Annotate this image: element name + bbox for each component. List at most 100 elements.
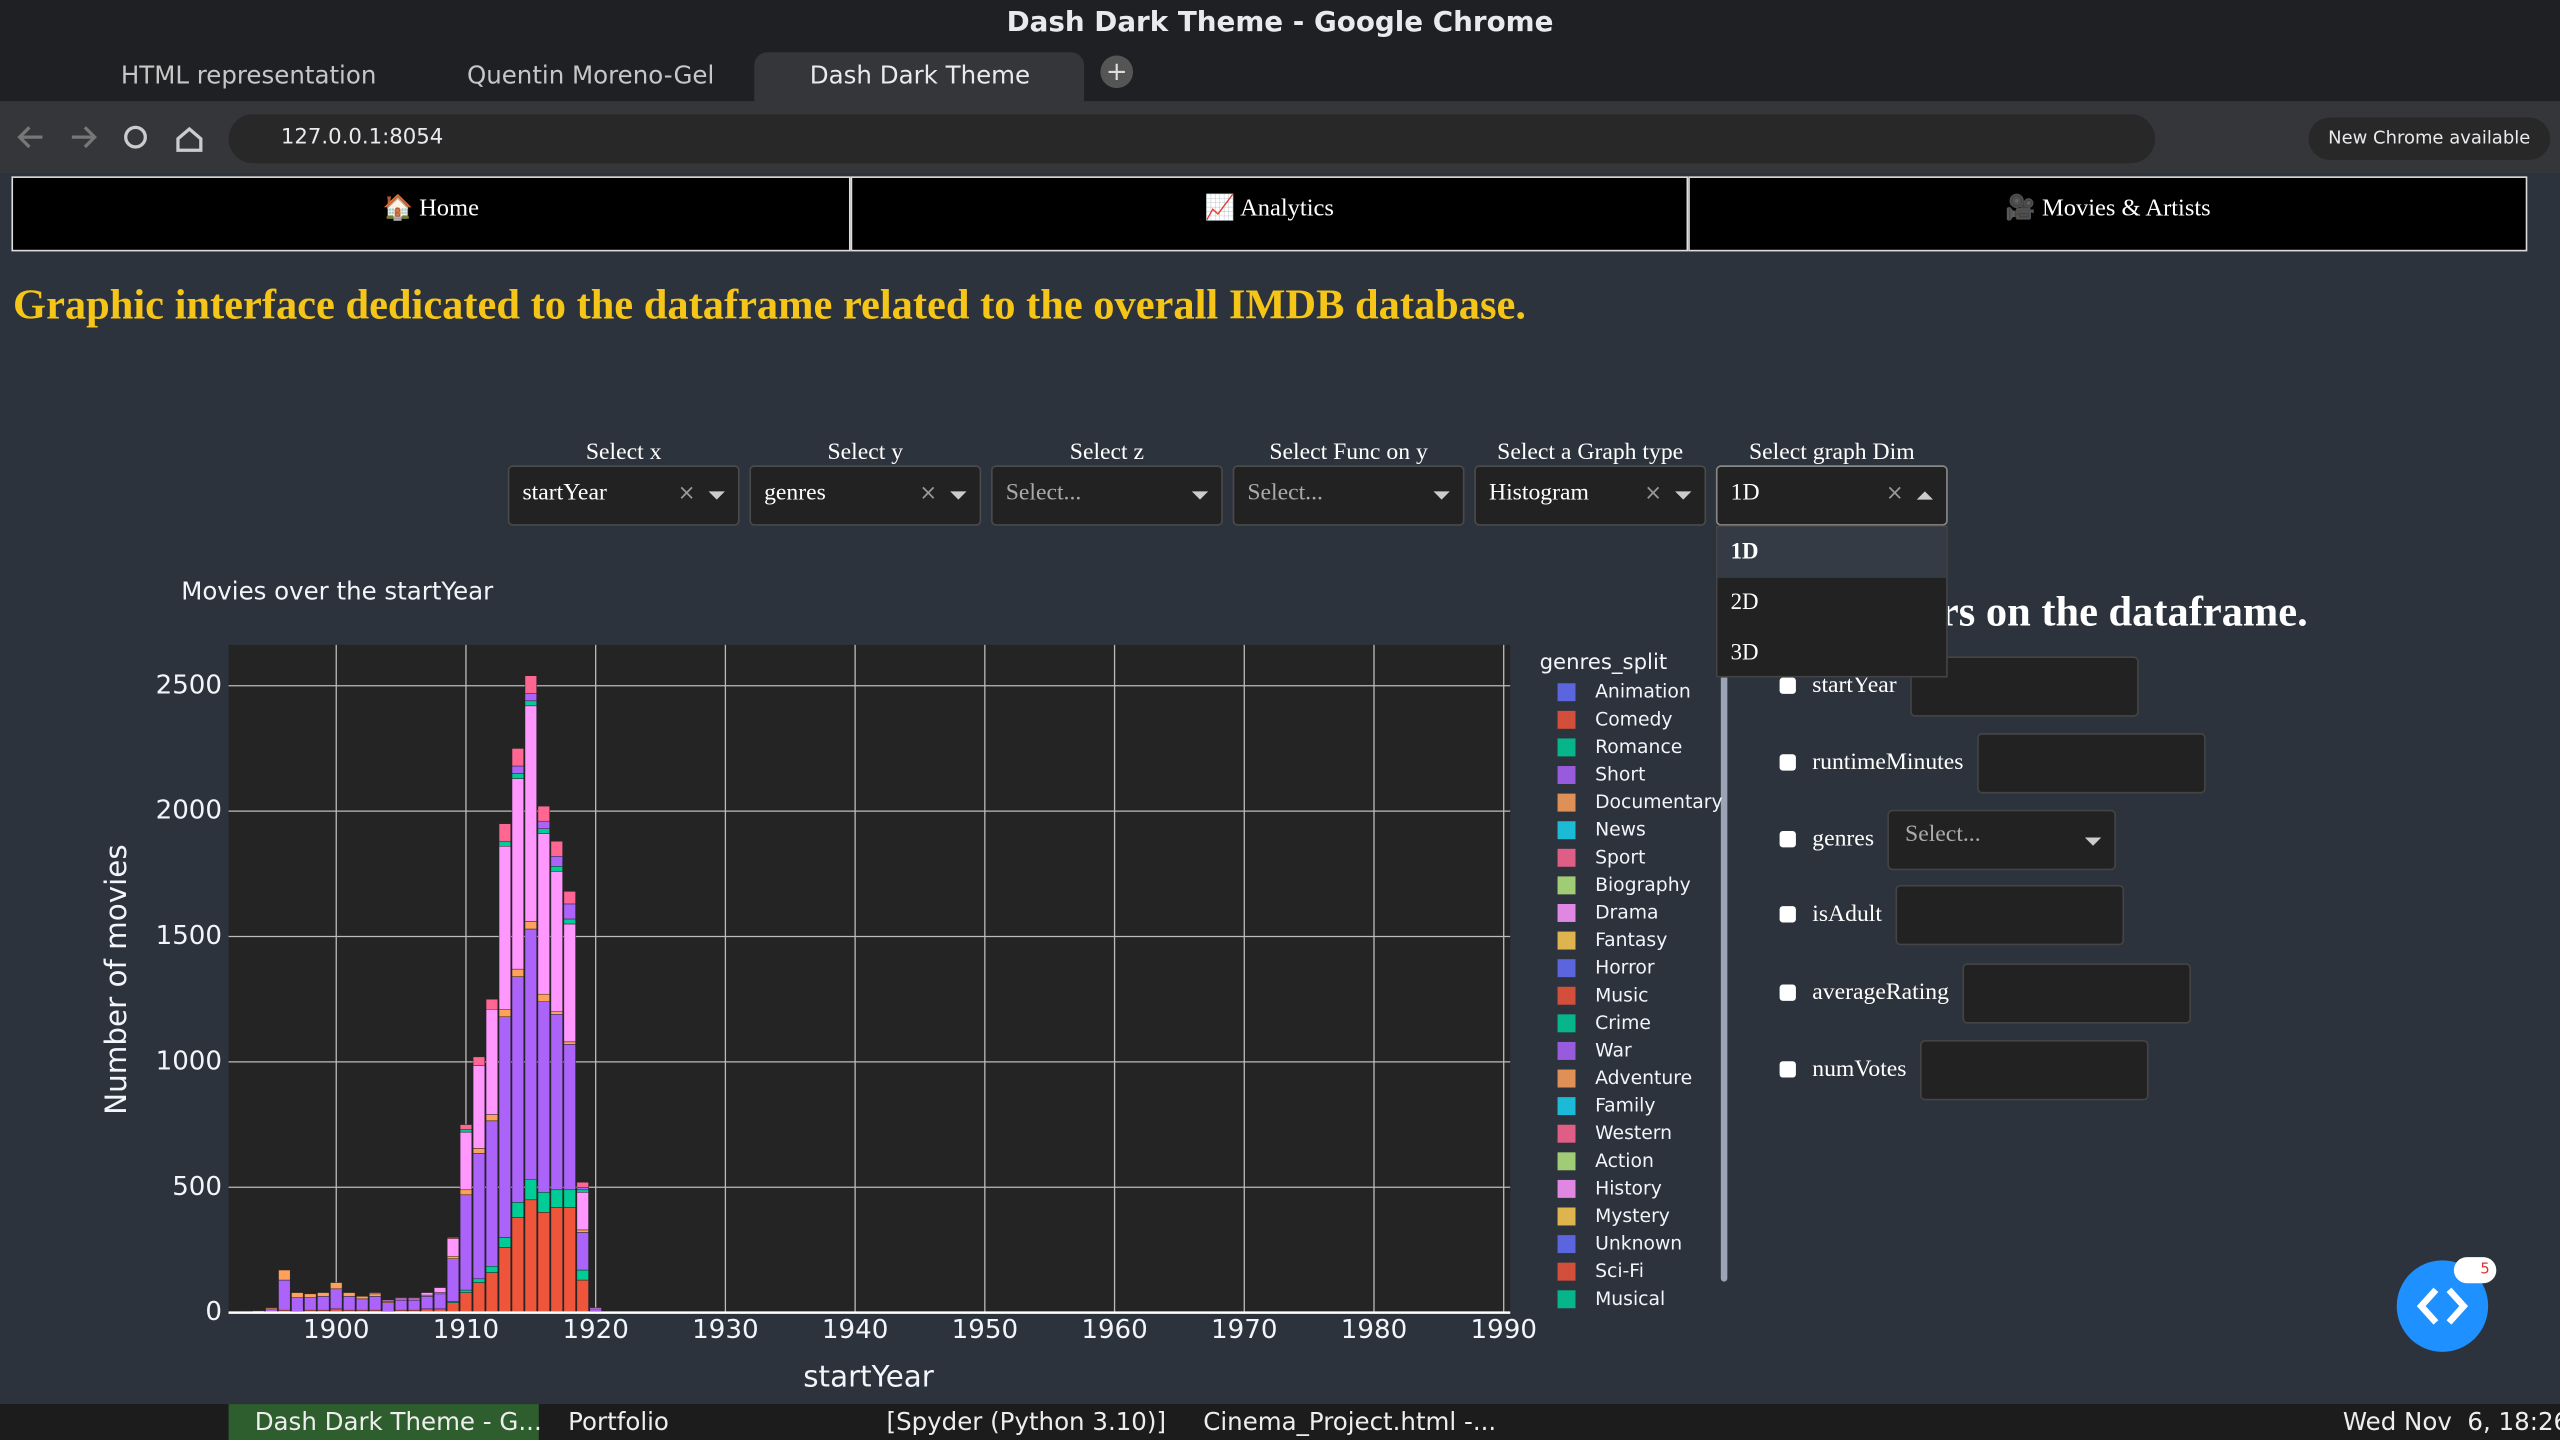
legend-swatch[interactable] (1557, 986, 1576, 1005)
histogram-segment (563, 1044, 576, 1191)
legend-label[interactable]: Music (1595, 985, 1648, 1006)
tab[interactable]: Quentin Moreno-Gel (466, 60, 715, 90)
legend-swatch[interactable] (1557, 903, 1576, 922)
clear-button[interactable]: × (919, 481, 938, 507)
legend-swatch[interactable] (1557, 1290, 1576, 1309)
legend-swatch[interactable] (1557, 848, 1576, 867)
filter-input[interactable] (1895, 884, 2124, 945)
filter-input[interactable] (1976, 732, 2206, 793)
forward-button[interactable] (71, 126, 98, 149)
legend-label[interactable]: Crime (1595, 1013, 1651, 1034)
legend-swatch[interactable] (1557, 1014, 1576, 1033)
back-button[interactable] (17, 126, 43, 149)
legend-swatch[interactable] (1557, 1152, 1576, 1171)
dropdown-option[interactable]: 1D (1717, 527, 1947, 578)
legend-label[interactable]: Fantasy (1595, 930, 1667, 951)
legend-label[interactable]: Adventure (1595, 1068, 1692, 1089)
tab[interactable]: Dash Dark Theme (754, 52, 1085, 102)
legend-label[interactable]: Sport (1595, 847, 1645, 868)
dropdown-option[interactable]: 2D (1730, 591, 1759, 616)
legend-label[interactable]: War (1595, 1040, 1632, 1061)
legend-swatch[interactable] (1557, 793, 1576, 812)
legend-label[interactable]: Short (1595, 765, 1645, 786)
taskbar-item[interactable]: Dash Dark Theme - G... (228, 1404, 542, 1440)
legend-label[interactable]: Biography (1595, 875, 1691, 896)
filter-checkbox[interactable] (1779, 754, 1796, 771)
histogram-segment (498, 1016, 511, 1238)
histogram-segment (498, 1247, 511, 1313)
legend-label[interactable]: Action (1595, 1151, 1654, 1172)
legend-label[interactable]: Unknown (1595, 1234, 1682, 1255)
legend-swatch[interactable] (1557, 931, 1576, 950)
histogram-segment (382, 1299, 395, 1302)
legend-swatch[interactable] (1557, 766, 1576, 784)
legend-label[interactable]: Musical (1595, 1289, 1665, 1310)
legend-swatch[interactable] (1557, 1262, 1576, 1281)
dropdown-option[interactable]: 3D (1730, 641, 1759, 667)
legend-swatch[interactable] (1557, 1235, 1576, 1254)
legend-label[interactable]: Documentary (1595, 792, 1723, 813)
dropdown[interactable]: Select... (991, 465, 1223, 526)
reload-button[interactable] (124, 125, 147, 149)
dropdown[interactable]: startYear × (507, 465, 740, 526)
filter-input[interactable] (1962, 962, 2191, 1023)
clear-button[interactable]: × (1644, 481, 1663, 507)
filter-input[interactable]: Select... (1887, 808, 2116, 870)
legend-swatch[interactable] (1557, 1124, 1576, 1143)
legend-scrollbar[interactable] (1720, 653, 1728, 1282)
legend-swatch[interactable] (1557, 821, 1576, 840)
legend-label[interactable]: Romance (1595, 737, 1682, 758)
legend-swatch[interactable] (1557, 1069, 1576, 1088)
dropdown[interactable]: Select... (1232, 465, 1465, 526)
filter-checkbox[interactable] (1779, 1061, 1796, 1078)
home-button[interactable] (176, 126, 203, 152)
legend-label[interactable]: News (1595, 820, 1646, 841)
tab[interactable]: HTML representation (120, 60, 377, 90)
new-tab-button[interactable]: + (1100, 55, 1134, 89)
filter-input[interactable] (1919, 1039, 2149, 1100)
taskbar-item[interactable]: [Spyder (Python 3.10)] (886, 1407, 1167, 1437)
histogram-segment (576, 1192, 589, 1231)
filter-checkbox[interactable] (1779, 677, 1796, 694)
legend-swatch[interactable] (1557, 738, 1576, 757)
filter-checkbox[interactable] (1779, 906, 1796, 923)
legend-swatch[interactable] (1557, 710, 1576, 729)
legend-label[interactable]: History (1595, 1178, 1662, 1199)
legend-label[interactable]: Drama (1595, 902, 1658, 923)
error-badge[interactable]: 5 (2453, 1257, 2497, 1284)
legend-label[interactable]: Western (1595, 1123, 1672, 1144)
legend-swatch[interactable] (1557, 876, 1576, 895)
clear-button[interactable]: × (1885, 481, 1904, 507)
nav-home[interactable]: 🏠 Home (11, 176, 851, 252)
nav-analytics[interactable]: 📈 Analytics (850, 176, 1689, 252)
taskbar-item[interactable]: Cinema_Project.html -... (1203, 1407, 1497, 1437)
address-bar[interactable]: 127.0.0.1:8054 (228, 114, 2156, 164)
legend-swatch[interactable] (1557, 1041, 1576, 1060)
dropdown[interactable]: Histogram × (1474, 465, 1707, 526)
chrome-update-notice[interactable]: New Chrome available (2308, 117, 2550, 160)
legend-label[interactable]: Horror (1595, 958, 1655, 979)
dropdown-value: Histogram (1488, 479, 1589, 507)
legend-label[interactable]: Family (1595, 1096, 1655, 1117)
clear-button[interactable]: × (677, 481, 696, 507)
dropdown-arrow (2084, 836, 2101, 845)
histogram-segment (278, 1279, 291, 1311)
filter-input[interactable] (1909, 655, 2139, 716)
legend-label[interactable]: Mystery (1595, 1206, 1670, 1227)
nav-movies[interactable]: 🎥 Movies & Artists (1688, 176, 2528, 252)
filter-checkbox[interactable] (1779, 984, 1796, 1001)
dropdown[interactable]: 1D × (1715, 465, 1948, 526)
legend-label[interactable]: Comedy (1595, 709, 1672, 730)
legend-label[interactable]: Animation (1595, 682, 1691, 703)
filter-checkbox[interactable] (1779, 831, 1796, 848)
legend-label[interactable]: Sci-Fi (1595, 1261, 1644, 1282)
legend-swatch[interactable] (1557, 1097, 1576, 1116)
legend-swatch[interactable] (1557, 1179, 1576, 1198)
dropdown[interactable]: genres × (749, 465, 982, 526)
histogram-segment (459, 1289, 473, 1293)
taskbar-item[interactable]: Portfolio (568, 1407, 669, 1437)
legend-swatch[interactable] (1557, 959, 1576, 978)
histogram-segment (485, 998, 498, 1010)
legend-swatch[interactable] (1557, 683, 1576, 702)
legend-swatch[interactable] (1557, 1207, 1576, 1226)
